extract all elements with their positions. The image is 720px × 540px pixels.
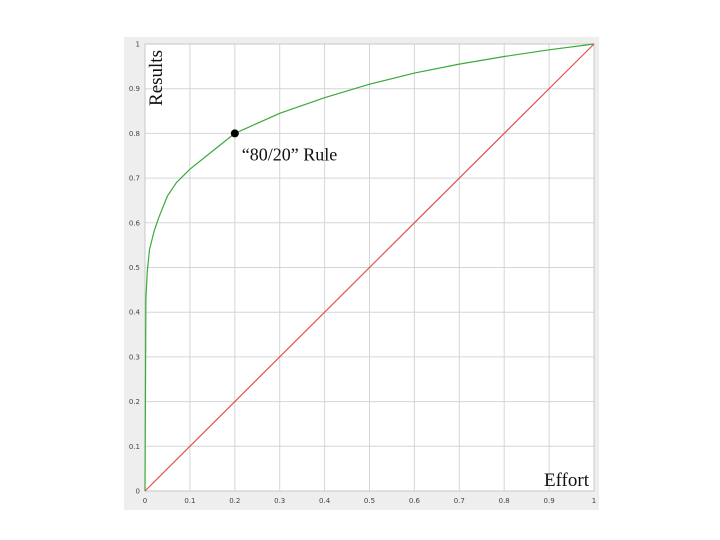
rule-point-marker — [230, 129, 239, 138]
y-tick-label: 0.4 — [129, 309, 141, 317]
y-tick-label: 0.8 — [129, 130, 140, 138]
y-tick-label: 0.1 — [129, 443, 140, 451]
pareto-curve-line — [144, 43, 595, 492]
y-tick-label: 0.6 — [129, 219, 141, 227]
x-tick-label: 0.5 — [364, 497, 375, 505]
tick-labels: 0 0.1 0.2 0.3 0.4 0.5 0.6 0.7 0.8 0.9 1 0 0.1 0.2 0.3 0… — [129, 41, 596, 506]
y-axis-label: Results — [146, 50, 167, 106]
x-tick-label: 1 — [592, 497, 596, 505]
y-tick-label: 0.5 — [129, 264, 140, 272]
x-tick-label: 0 — [143, 497, 147, 505]
y-tick-label: 0.9 — [129, 85, 140, 93]
y-tick-label: 1 — [136, 41, 140, 49]
x-tick-label: 0.4 — [319, 497, 331, 505]
x-axis-label: Effort — [544, 470, 590, 491]
rule-annotation: “80/20” Rule — [242, 144, 337, 164]
x-tick-label: 0.9 — [544, 497, 555, 505]
y-tick-label: 0.3 — [129, 353, 140, 361]
y-tick-label: 0 — [136, 488, 140, 496]
grid — [144, 43, 595, 492]
marker-layer: “80/20” Rule — [230, 129, 337, 164]
plot-border — [144, 43, 595, 492]
x-tick-label: 0.3 — [274, 497, 285, 505]
x-tick-label: 0.8 — [499, 497, 510, 505]
x-tick-label: 0.6 — [409, 497, 421, 505]
series-layer — [144, 43, 595, 492]
x-tick-label: 0.2 — [229, 497, 240, 505]
x-tick-label: 0.7 — [454, 497, 465, 505]
y-tick-label: 0.7 — [129, 175, 140, 183]
diagonal-reference-line — [144, 43, 595, 492]
x-tick-label: 0.1 — [184, 497, 195, 505]
y-tick-label: 0.2 — [129, 398, 140, 406]
